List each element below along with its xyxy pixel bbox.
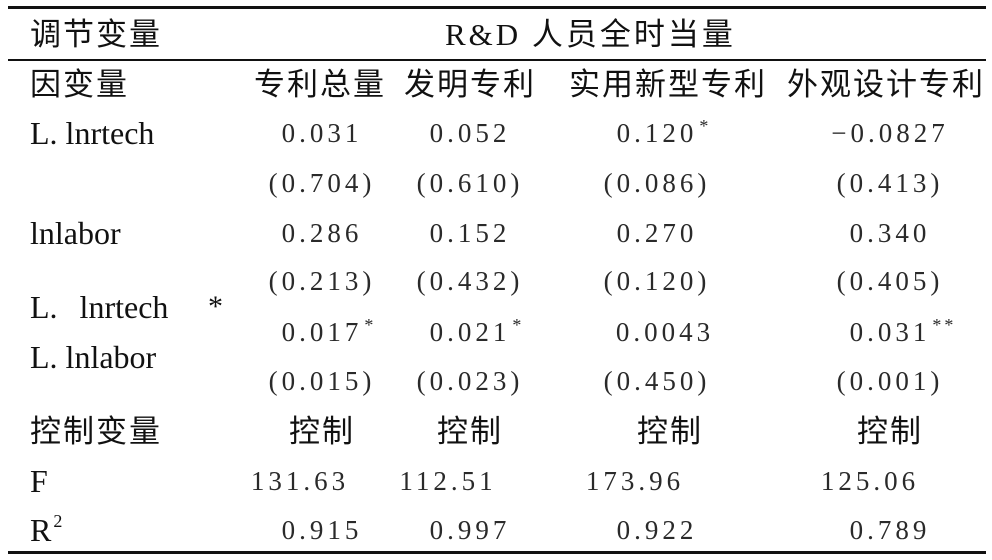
row-label-controls: 控制变量	[30, 414, 162, 450]
pvalue-cell: (0.120)	[603, 266, 711, 296]
coef-value: 0.031 **	[849, 312, 954, 352]
coef-number: 0.052	[429, 118, 511, 148]
coef-value: 0.120 *	[616, 113, 709, 153]
coef-cell: 0.021 *	[380, 312, 560, 352]
pvalue-cell: (0.413)	[836, 168, 944, 198]
coef-number: −0.0827	[831, 118, 949, 148]
bottom-rule	[8, 551, 986, 554]
row-label-interaction-line2: L. lnlabor	[30, 339, 157, 375]
coef-cell: 0.0043	[575, 312, 755, 352]
row-label-l-lnrtech: L. lnrtech	[30, 115, 155, 151]
coef-cell: 0.152	[429, 218, 511, 248]
column-header-utility-model-patents: 实用新型专利	[569, 67, 767, 103]
controls-cell: 控制	[289, 414, 355, 450]
coef-cell: −0.0827	[800, 113, 980, 153]
coef-cell: 0.031 **	[800, 312, 980, 352]
row-label-f: F	[30, 463, 48, 499]
coef-value: 0.0043	[616, 312, 714, 352]
controls-cell: 控制	[637, 414, 703, 450]
r-squared-cell: 0.997	[429, 515, 511, 545]
coef-value: 0.017 *	[281, 312, 374, 352]
pvalue-cell: (0.450)	[603, 366, 711, 396]
row-label-interaction-line1: L. lnrtech	[30, 289, 169, 325]
controls-cell: 控制	[857, 414, 923, 450]
controls-cell: 控制	[437, 414, 503, 450]
pvalue-cell: (0.086)	[603, 168, 711, 198]
header-rule	[8, 59, 986, 61]
coef-number: 0.021	[429, 317, 511, 347]
column-header-design-patents: 外观设计专利	[787, 67, 985, 103]
pvalue-cell: (0.432)	[416, 266, 524, 296]
f-stat-cell: 112.51	[399, 466, 497, 496]
pvalue-cell: (0.023)	[416, 366, 524, 396]
pvalue-cell: (0.001)	[836, 366, 944, 396]
coef-number: 0.031	[849, 317, 931, 347]
r-squared-cell: 0.922	[616, 515, 698, 545]
pvalue-cell: (0.015)	[268, 366, 376, 396]
coef-cell: 0.017 *	[232, 312, 412, 352]
coef-cell: 0.286	[281, 218, 363, 248]
significance-marker: *	[364, 315, 377, 335]
coef-number: 0.0043	[615, 317, 715, 347]
coef-value: 0.021 *	[429, 312, 522, 352]
coef-cell: 0.120 *	[567, 113, 747, 153]
r-squared-cell: 0.789	[849, 515, 931, 545]
coef-value: 0.052	[430, 113, 511, 153]
coef-cell: 0.270	[616, 218, 698, 248]
coef-cell: 0.031	[232, 113, 412, 153]
coef-cell: 0.340	[849, 218, 931, 248]
coef-number: 0.120	[616, 118, 698, 148]
f-stat-cell: 173.96	[585, 466, 685, 496]
r-squared-superscript: 2	[53, 511, 63, 531]
pvalue-cell: (0.704)	[268, 168, 376, 198]
f-stat-cell: 131.63	[250, 466, 350, 496]
r-letter: R	[30, 512, 52, 548]
coef-number: 0.031	[281, 118, 363, 148]
coef-value: −0.0827	[831, 113, 948, 153]
significance-marker: *	[512, 315, 525, 335]
r-squared-cell: 0.915	[281, 515, 363, 545]
moderator-value: R&D 人员全时当量	[445, 17, 736, 52]
row-label-lnlabor: lnlabor	[30, 215, 121, 251]
dependent-variable-label: 因变量	[30, 67, 129, 103]
pvalue-cell: (0.610)	[416, 168, 524, 198]
interaction-operator: *	[208, 290, 223, 323]
f-stat-cell: 125.06	[820, 466, 920, 496]
pvalue-cell: (0.405)	[836, 266, 944, 296]
coef-cell: 0.052	[380, 113, 560, 153]
pvalue-cell: (0.213)	[268, 266, 376, 296]
significance-marker: **	[932, 315, 957, 335]
column-header-invention-patents: 发明专利	[404, 67, 536, 103]
column-header-total-patents: 专利总量	[254, 67, 386, 103]
coef-value: 0.031	[282, 113, 363, 153]
top-rule	[8, 6, 986, 9]
coef-number: 0.017	[281, 317, 363, 347]
moderator-label: 调节变量	[30, 17, 162, 53]
significance-marker: *	[699, 116, 712, 136]
